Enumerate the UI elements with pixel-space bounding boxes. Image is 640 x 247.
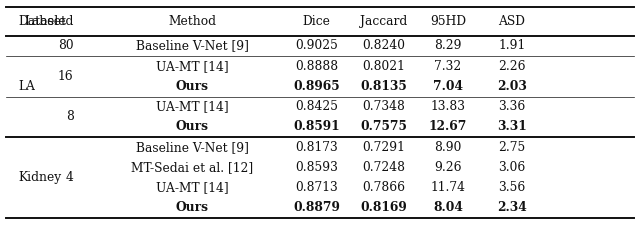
Text: 80: 80 bbox=[58, 40, 74, 52]
Text: ASD: ASD bbox=[499, 15, 525, 28]
Text: 95HD: 95HD bbox=[430, 15, 466, 28]
Text: UA-MT [14]: UA-MT [14] bbox=[156, 181, 228, 194]
Text: 0.8240: 0.8240 bbox=[362, 40, 406, 52]
Text: Labeled: Labeled bbox=[24, 15, 74, 28]
Text: 0.8425: 0.8425 bbox=[295, 100, 339, 113]
Text: 9.26: 9.26 bbox=[435, 161, 461, 174]
Text: 2.03: 2.03 bbox=[497, 80, 527, 93]
Text: 3.06: 3.06 bbox=[499, 161, 525, 174]
Text: 7.04: 7.04 bbox=[433, 80, 463, 93]
Text: 0.8965: 0.8965 bbox=[294, 80, 340, 93]
Text: 0.7866: 0.7866 bbox=[362, 181, 406, 194]
Text: 13.83: 13.83 bbox=[431, 100, 465, 113]
Text: 0.8713: 0.8713 bbox=[296, 181, 338, 194]
Text: 3.56: 3.56 bbox=[499, 181, 525, 194]
Text: 0.8591: 0.8591 bbox=[294, 121, 340, 133]
Text: 8: 8 bbox=[66, 110, 74, 123]
Text: 0.8021: 0.8021 bbox=[363, 60, 405, 73]
Text: 0.8593: 0.8593 bbox=[296, 161, 338, 174]
Text: Ours: Ours bbox=[175, 202, 209, 214]
Text: 0.7348: 0.7348 bbox=[363, 100, 405, 113]
Text: Kidney: Kidney bbox=[18, 171, 61, 184]
Text: 0.9025: 0.9025 bbox=[296, 40, 338, 52]
Text: 11.74: 11.74 bbox=[431, 181, 465, 194]
Text: 2.26: 2.26 bbox=[499, 60, 525, 73]
Text: Jaccard: Jaccard bbox=[360, 15, 408, 28]
Text: 0.7248: 0.7248 bbox=[362, 161, 406, 174]
Text: 2.75: 2.75 bbox=[499, 141, 525, 154]
Text: UA-MT [14]: UA-MT [14] bbox=[156, 100, 228, 113]
Text: Method: Method bbox=[168, 15, 216, 28]
Text: 8.90: 8.90 bbox=[435, 141, 461, 154]
Text: 0.8888: 0.8888 bbox=[295, 60, 339, 73]
Text: 7.32: 7.32 bbox=[435, 60, 461, 73]
Text: Ours: Ours bbox=[175, 121, 209, 133]
Text: Ours: Ours bbox=[175, 80, 209, 93]
Text: LA: LA bbox=[18, 80, 35, 93]
Text: 16: 16 bbox=[58, 70, 74, 83]
Text: Dataset: Dataset bbox=[18, 15, 66, 28]
Text: 0.7291: 0.7291 bbox=[363, 141, 405, 154]
Text: Baseline V-Net [9]: Baseline V-Net [9] bbox=[136, 40, 248, 52]
Text: 2.34: 2.34 bbox=[497, 202, 527, 214]
Text: UA-MT [14]: UA-MT [14] bbox=[156, 60, 228, 73]
Text: Dice: Dice bbox=[303, 15, 331, 28]
Text: 12.67: 12.67 bbox=[429, 121, 467, 133]
Text: 0.7575: 0.7575 bbox=[360, 121, 408, 133]
Text: MT-Sedai et al. [12]: MT-Sedai et al. [12] bbox=[131, 161, 253, 174]
Text: 8.29: 8.29 bbox=[435, 40, 461, 52]
Text: 3.36: 3.36 bbox=[499, 100, 525, 113]
Text: 4: 4 bbox=[66, 171, 74, 184]
Text: 0.8135: 0.8135 bbox=[360, 80, 408, 93]
Text: Baseline V-Net [9]: Baseline V-Net [9] bbox=[136, 141, 248, 154]
Text: 8.04: 8.04 bbox=[433, 202, 463, 214]
Text: 0.8169: 0.8169 bbox=[360, 202, 408, 214]
Text: 1.91: 1.91 bbox=[499, 40, 525, 52]
Text: 0.8879: 0.8879 bbox=[293, 202, 340, 214]
Text: 3.31: 3.31 bbox=[497, 121, 527, 133]
Text: 0.8173: 0.8173 bbox=[296, 141, 338, 154]
